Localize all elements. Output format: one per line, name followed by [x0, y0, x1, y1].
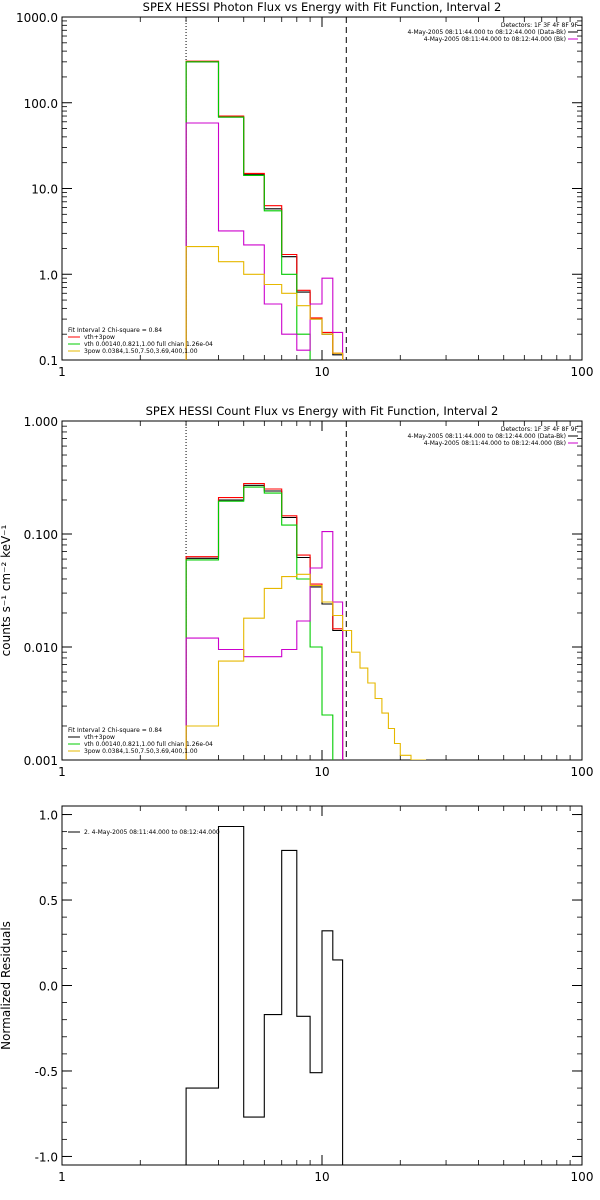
legend-right-entry: Detectors: 1F 3F 4F 8F 9F	[501, 426, 579, 433]
legend-right-entry: 4-May-2005 08:11:44.000 to 08:12:44.000 …	[407, 433, 566, 440]
legend-right-entry: 4-May-2005 08:11:44.000 to 08:12:44.000 …	[424, 440, 566, 447]
series-step-green	[185, 61, 311, 360]
x-tick-label: 1	[58, 765, 66, 779]
series-step-yellow	[185, 246, 344, 360]
legend-right-entry: 4-May-2005 08:11:44.000 to 08:12:44.000 …	[424, 36, 566, 43]
chart-panel-3: 1 10 100 -1.0 -0.5 0.0 0.5 1.0 Normalized Residu…	[0, 805, 594, 1184]
x-tick-label: 10	[314, 365, 329, 379]
y-tick-label: 0.100	[24, 528, 58, 542]
legend-left-entry: Fit Interval 2 Chi-square = 0.84	[68, 327, 162, 334]
y-tick-label: 0.010	[24, 641, 58, 655]
y-axis-label: counts s⁻¹ cm⁻² keV⁻¹	[0, 524, 13, 656]
legend-left-entry: 3pow 0.0384,1.50,7.50,3.69,400,1.00	[84, 748, 198, 755]
y-tick-label: 100.0	[24, 97, 58, 111]
legend-left-entry: vth 0.00140,0.821,1.00 full chian 1.26e-…	[84, 341, 213, 348]
y-tick-label: 1.0	[39, 268, 58, 282]
y-tick-label: 10.0	[31, 183, 58, 197]
legend-right-entry: Detectors: 1F 3F 4F 8F 9F	[501, 22, 579, 29]
chart-title: SPEX HESSI Count Flux vs Energy with Fit…	[146, 404, 499, 418]
series-step-black	[185, 825, 344, 1165]
y-tick-label: -1.0	[35, 1150, 58, 1164]
y-tick-label: 1000.0	[16, 11, 58, 25]
chart-title: SPEX HESSI Photon Flux vs Energy with Fi…	[143, 0, 502, 14]
series-step-magenta	[185, 531, 344, 760]
series-step-black	[185, 61, 344, 360]
data-layer	[185, 825, 344, 1165]
y-tick-label: 1.000	[24, 415, 58, 429]
plot-frame	[61, 16, 583, 361]
series-step-yellow	[185, 573, 427, 760]
legend-right-entry: 4-May-2005 08:11:44.000 to 08:12:44.000 …	[407, 29, 566, 36]
series-step-red	[185, 482, 344, 760]
y-axis-label: Normalized Residuals	[0, 921, 13, 1050]
data-layer	[185, 482, 427, 760]
series-step-magenta	[185, 122, 344, 360]
x-tick-label: 100	[571, 365, 594, 379]
legend-left-entry: Fit Interval 2 Chi-square = 0.84	[68, 727, 162, 734]
chart-panel-2: SPEX HESSI Count Flux vs Energy with Fit…	[0, 404, 594, 779]
legend-left-entry: 2. 4-May-2005 08:11:44.000 to 08:12:44.0…	[84, 829, 220, 836]
y-tick-label: -0.5	[35, 1065, 58, 1079]
chart-panel-1: SPEX HESSI Photon Flux vs Energy with Fi…	[16, 0, 594, 379]
x-tick-label: 10	[314, 765, 329, 779]
legend-left-entry: vth 0.00140,0.821,1.00 full chian 1.26e-…	[84, 741, 213, 748]
y-tick-label: 0.1	[39, 354, 58, 368]
x-tick-label: 100	[571, 1170, 594, 1184]
legend-left-entry: vth+3pow	[84, 734, 115, 741]
y-tick-label: 1.0	[39, 809, 58, 823]
x-tick-label: 1	[58, 1170, 66, 1184]
series-step-red	[185, 60, 344, 360]
legend-left-entry: 3pow 0.0384,1.50,7.50,3.69,400,1.00	[84, 348, 198, 355]
x-tick-label: 1	[58, 365, 66, 379]
x-tick-label: 10	[314, 1170, 329, 1184]
y-tick-label: 0.001	[24, 754, 58, 768]
data-layer	[185, 60, 344, 360]
x-tick-label: 100	[571, 765, 594, 779]
legend-left-entry: vth+3pow	[84, 334, 115, 341]
y-tick-label: 0.0	[39, 980, 58, 994]
series-step-green	[185, 486, 334, 760]
y-tick-label: 0.5	[39, 894, 58, 908]
series-step-black	[185, 484, 344, 760]
